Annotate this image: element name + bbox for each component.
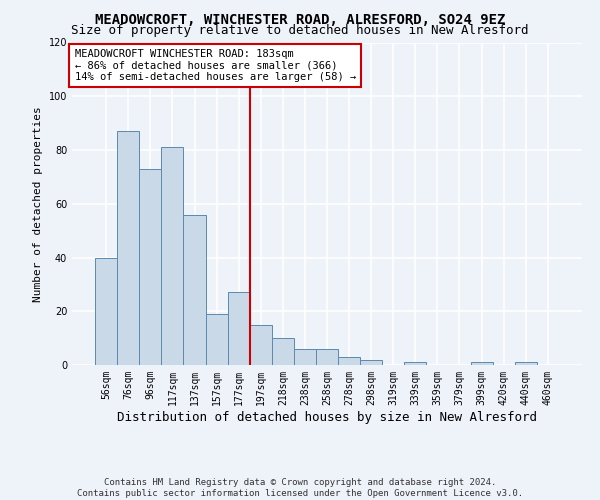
Text: Contains HM Land Registry data © Crown copyright and database right 2024.
Contai: Contains HM Land Registry data © Crown c… — [77, 478, 523, 498]
Bar — [95, 258, 117, 365]
Text: Size of property relative to detached houses in New Alresford: Size of property relative to detached ho… — [71, 24, 529, 37]
Bar — [338, 357, 360, 365]
Bar — [227, 292, 250, 365]
Bar — [250, 324, 272, 365]
Bar — [117, 131, 139, 365]
Bar — [404, 362, 427, 365]
Bar — [139, 169, 161, 365]
Bar — [206, 314, 227, 365]
Y-axis label: Number of detached properties: Number of detached properties — [33, 106, 43, 302]
X-axis label: Distribution of detached houses by size in New Alresford: Distribution of detached houses by size … — [117, 410, 537, 424]
Bar — [272, 338, 294, 365]
Text: MEADOWCROFT WINCHESTER ROAD: 183sqm
← 86% of detached houses are smaller (366)
1: MEADOWCROFT WINCHESTER ROAD: 183sqm ← 86… — [74, 49, 356, 82]
Bar — [470, 362, 493, 365]
Bar — [294, 349, 316, 365]
Text: MEADOWCROFT, WINCHESTER ROAD, ALRESFORD, SO24 9EZ: MEADOWCROFT, WINCHESTER ROAD, ALRESFORD,… — [95, 12, 505, 26]
Bar — [184, 214, 206, 365]
Bar — [360, 360, 382, 365]
Bar — [515, 362, 537, 365]
Bar — [161, 148, 184, 365]
Bar — [316, 349, 338, 365]
